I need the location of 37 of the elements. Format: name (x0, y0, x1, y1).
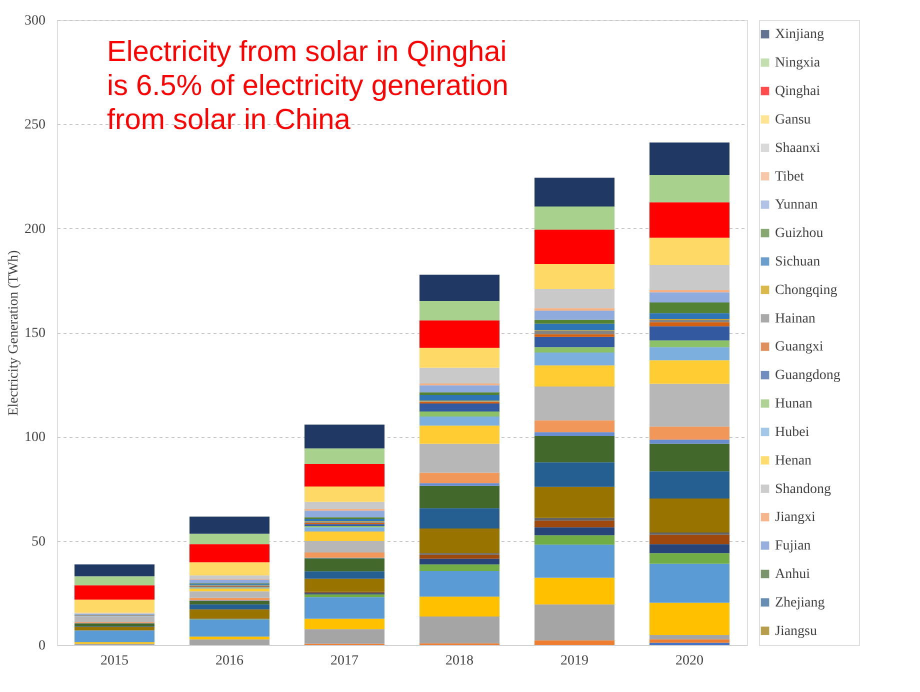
legend-label: Fujian (775, 538, 811, 554)
x-tick-label: 2017 (330, 654, 358, 668)
legend-label: Zhejiang (775, 595, 825, 610)
legend-label: Shaanxi (775, 140, 820, 156)
y-tick-label: 50 (32, 534, 46, 550)
x-tick-label: 2016 (216, 654, 244, 668)
y-tick-label: 300 (24, 14, 46, 28)
x-tick-label: 2015 (100, 654, 128, 668)
y-tick-label: 200 (24, 222, 46, 237)
x-tick-label: 2020 (676, 654, 704, 668)
legend-label: Shandong (775, 482, 831, 497)
legend-label: Tibet (775, 169, 804, 184)
legend-label: Chongqing (775, 282, 838, 298)
x-tick-label: 2019 (560, 654, 588, 668)
legend-label: Guangxi (775, 340, 824, 355)
legend-label: Hubei (775, 424, 810, 440)
legend-label: Anhui (775, 566, 810, 582)
legend-label: Jiangxi (775, 510, 816, 526)
legend-label: Yunnan (775, 198, 818, 213)
legend-label: Qinghai (775, 84, 820, 100)
legend-label: Sichuan (775, 254, 820, 270)
legend-label: Xinjiang (775, 27, 824, 42)
legend-label: Henan (775, 453, 812, 468)
legend-label: Gansu (775, 112, 811, 128)
legend-label: Hainan (775, 311, 816, 326)
y-tick-label: 250 (24, 118, 46, 133)
legend-label: Hunan (775, 396, 812, 412)
y-axis-title: Electricity Generation (TWh) (6, 250, 22, 416)
legend-label: Ningxia (775, 56, 821, 71)
legend-label: Guizhou (775, 226, 824, 242)
y-tick-label: 0 (38, 638, 46, 654)
y-tick-label: 100 (24, 430, 46, 446)
legend-label: Jiangsu (775, 624, 817, 639)
x-tick-label: 2018 (446, 654, 474, 668)
y-tick-label: 150 (24, 326, 46, 341)
annotation: Electricity from solar in Qinghai is 6.5% of electricity generation from solar in China (107, 36, 508, 136)
legend-label: Guangdong (775, 368, 840, 384)
